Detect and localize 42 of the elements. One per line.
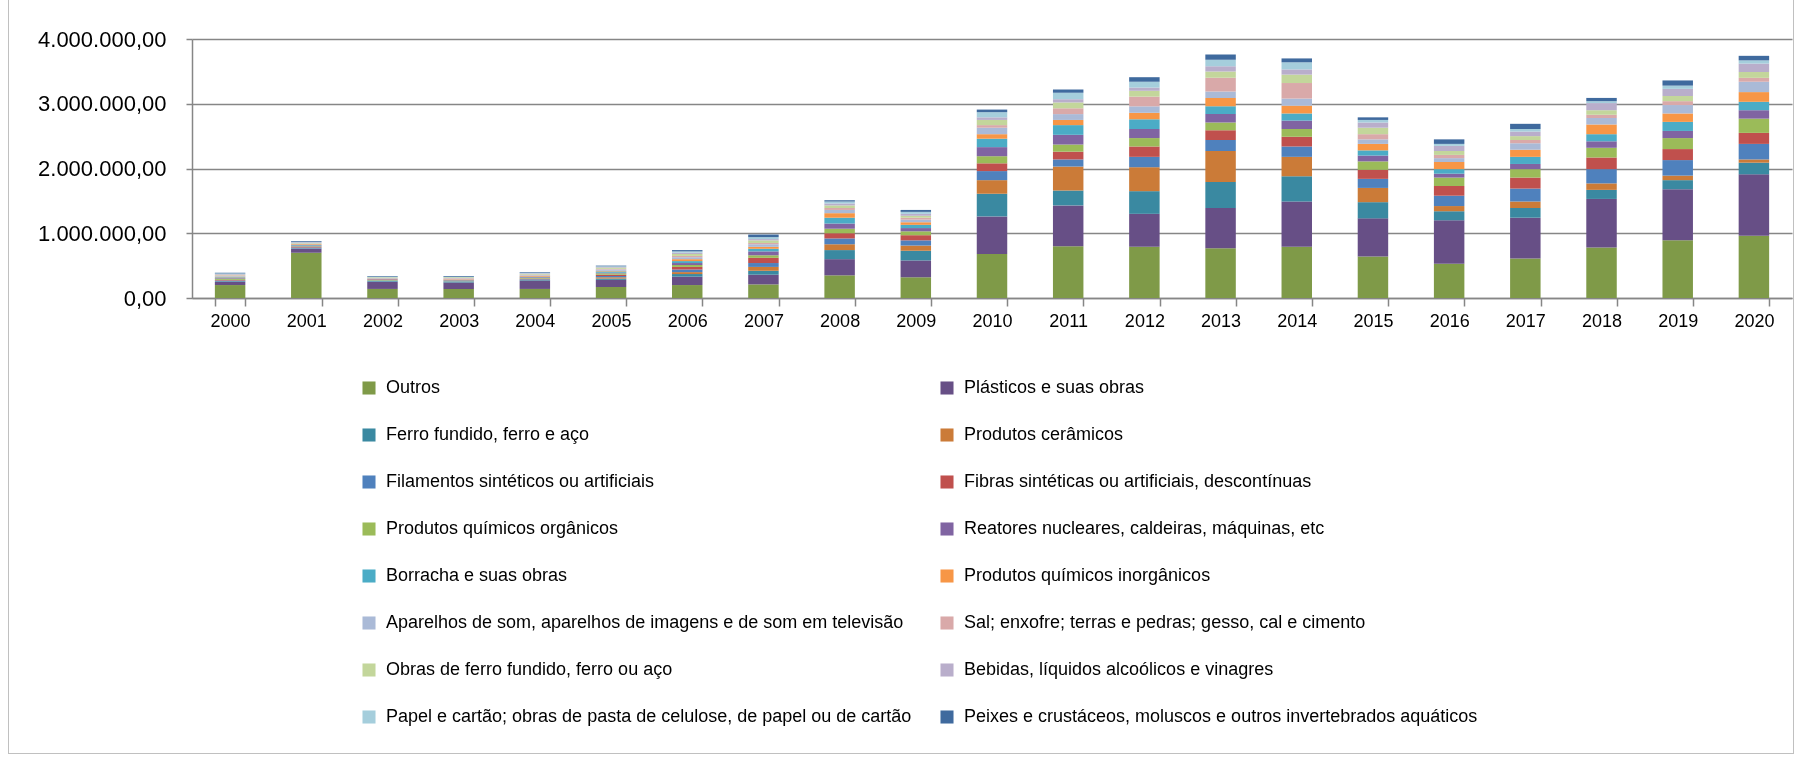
x-tick-label: 2019 [1658,310,1699,331]
x-tick-label: 2004 [515,310,556,331]
x-tick-label: 2008 [820,310,861,331]
x-tick-label: 2000 [210,310,251,331]
y-tick-label: 1.000.000,00 [38,220,167,246]
legend-label: Reatores nucleares, caldeiras, máquinas, etc [964,518,1325,538]
x-tick-label: 2013 [1201,310,1242,331]
x-tick-label: 2014 [1277,310,1318,331]
y-tick-label: 2.000.000,00 [38,156,167,181]
legend-label: Plásticos e suas obras [964,377,1145,397]
x-tick-label: 2006 [667,310,708,331]
legend-label: Papel e cartão; obras de pasta de celulose, de papel ou de cartão [386,706,912,726]
legend-label: Produtos cerâmicos [964,424,1124,444]
x-tick-label: 2018 [1582,310,1623,331]
x-tick-label: 2020 [1734,310,1775,331]
legend-label: Ferro fundido, ferro e aço [386,424,590,444]
x-tick-label: 2001 [286,310,327,331]
legend-label: Obras de ferro fundido, ferro ou aço [386,659,673,679]
legend-label: Fibras sintéticas ou artificiais, descontínuas [964,471,1312,491]
x-tick-label: 2017 [1505,310,1546,331]
x-tick-label: 2010 [972,310,1013,331]
legend-label: Filamentos sintéticos ou artificiais [386,471,655,491]
legend-label: Sal; enxofre; terras e pedras; gesso, cal e cimento [964,612,1366,632]
legend-label: Peixes e crustáceos, moluscos e outros invertebrados aquáticos [964,706,1478,726]
x-tick-label: 2002 [362,310,403,331]
x-tick-label: 2009 [896,310,937,331]
x-tick-label: 2007 [743,310,784,331]
x-tick-label: 2005 [591,310,632,331]
legend-label: Produtos químicos orgânicos [386,518,619,538]
y-tick-label: 3.000.000,00 [38,91,167,117]
legend-label: Aparelhos de som, aparelhos de imagens e de som em televisão [386,612,904,632]
legend-label: Borracha e suas obras [386,565,568,585]
legend-label: Bebidas, líquidos alcoólicos e vinagres [964,659,1274,679]
x-tick-label: 2015 [1353,310,1394,331]
x-tick-label: 2003 [439,310,480,331]
y-tick-label: 4.000.000,00 [38,26,167,52]
legend-label: Produtos químicos inorgânicos [964,565,1211,585]
legend-label: Outros [386,377,441,397]
x-tick-label: 2012 [1124,310,1165,331]
x-tick-label: 2016 [1429,310,1470,331]
y-tick-label: 0,00 [123,285,167,311]
x-tick-label: 2011 [1049,310,1089,331]
